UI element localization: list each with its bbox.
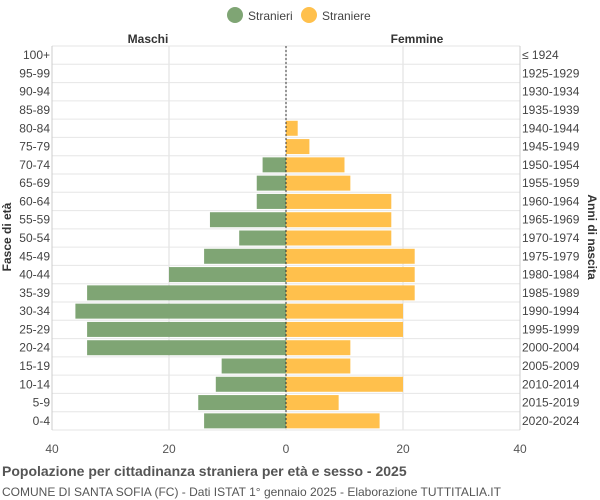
right-header: Femmine [391, 32, 444, 46]
birth-year-label: 2010-2014 [522, 377, 580, 391]
birth-year-label: 1940-1944 [522, 121, 580, 135]
bar-straniere-5-9 [286, 395, 339, 411]
bar-straniere-30-34 [286, 303, 403, 319]
bar-stranieri-10-14 [215, 376, 286, 392]
birth-year-label: 2015-2019 [522, 396, 580, 410]
bar-straniere-40-44 [286, 267, 415, 283]
age-group-label: 0-4 [33, 414, 51, 428]
age-group-label: 15-19 [19, 359, 50, 373]
bar-straniere-55-59 [286, 212, 392, 228]
bar-stranieri-70-74 [262, 157, 286, 173]
bar-stranieri-45-49 [204, 248, 286, 264]
birth-year-label: 1990-1994 [522, 304, 580, 318]
bar-stranieri-25-29 [87, 321, 286, 337]
left-header: Maschi [128, 32, 169, 46]
bar-stranieri-20-24 [87, 340, 286, 356]
age-group-label: 70-74 [19, 158, 50, 172]
age-group-label: 5-9 [33, 396, 51, 410]
birth-year-label: ≤ 1924 [522, 48, 559, 62]
bar-straniere-50-54 [286, 230, 392, 246]
bar-straniere-10-14 [286, 376, 403, 392]
bar-straniere-25-29 [286, 321, 403, 337]
age-group-label: 95-99 [19, 66, 50, 80]
x-tick-label: 40 [45, 442, 59, 456]
legend-label-stranieri: Stranieri [248, 9, 293, 23]
birth-year-label: 1930-1934 [522, 85, 580, 99]
legend-swatch-stranieri [227, 7, 243, 23]
chart-title: Popolazione per cittadinanza straniera p… [2, 463, 407, 479]
birth-year-label: 2000-2004 [522, 341, 580, 355]
bar-stranieri-65-69 [256, 175, 286, 191]
bar-stranieri-50-54 [239, 230, 286, 246]
x-tick-label: 20 [396, 442, 410, 456]
age-group-label: 40-44 [19, 268, 50, 282]
age-group-label: 20-24 [19, 341, 50, 355]
age-group-label: 80-84 [19, 121, 50, 135]
bar-straniere-80-84 [286, 120, 298, 136]
bar-straniere-0-4 [286, 413, 380, 429]
bar-stranieri-40-44 [169, 267, 286, 283]
birth-year-label: 1950-1954 [522, 158, 580, 172]
x-tick-label: 20 [162, 442, 176, 456]
bar-straniere-70-74 [286, 157, 345, 173]
age-group-label: 50-54 [19, 231, 50, 245]
labels: 40 20 0 20 40 100+ ≤ 1924 95-99 1925-1929 90-94 19… [19, 48, 579, 456]
bar-straniere-45-49 [286, 248, 415, 264]
bar-stranieri-5-9 [198, 395, 286, 411]
bar-stranieri-35-39 [87, 285, 286, 301]
bar-straniere-35-39 [286, 285, 415, 301]
birth-year-label: 1965-1969 [522, 213, 580, 227]
bar-straniere-15-19 [286, 358, 351, 374]
legend: Stranieri Straniere [227, 7, 371, 23]
birth-year-label: 1980-1984 [522, 268, 580, 282]
birth-year-label: 1935-1939 [522, 103, 580, 117]
birth-year-label: 1945-1949 [522, 140, 580, 154]
bar-straniere-60-64 [286, 193, 392, 209]
legend-label-straniere: Straniere [322, 9, 371, 23]
bar-straniere-75-79 [286, 139, 310, 155]
birth-year-label: 1975-1979 [522, 249, 580, 263]
legend-swatch-straniere [301, 7, 317, 23]
birth-year-label: 1995-1999 [522, 322, 580, 336]
age-group-label: 25-29 [19, 322, 50, 336]
chart-subtitle: COMUNE DI SANTA SOFIA (FC) - Dati ISTAT … [2, 485, 501, 499]
x-tick-label: 0 [283, 442, 290, 456]
birth-year-label: 1955-1959 [522, 176, 580, 190]
bar-straniere-20-24 [286, 340, 351, 356]
bar-stranieri-55-59 [209, 212, 286, 228]
y-axis-label-right: Anni di nascita [585, 194, 599, 280]
bar-stranieri-0-4 [204, 413, 286, 429]
age-group-label: 60-64 [19, 194, 50, 208]
bars [75, 46, 415, 430]
bar-stranieri-15-19 [221, 358, 286, 374]
age-group-label: 10-14 [19, 377, 50, 391]
age-group-label: 55-59 [19, 213, 50, 227]
birth-year-label: 1960-1964 [522, 194, 580, 208]
bar-stranieri-60-64 [256, 193, 286, 209]
birth-year-label: 2020-2024 [522, 414, 580, 428]
y-axis-label-left: Fasce di età [0, 202, 14, 271]
bar-stranieri-30-34 [75, 303, 287, 319]
age-group-label: 35-39 [19, 286, 50, 300]
birth-year-label: 1970-1974 [522, 231, 580, 245]
age-group-label: 45-49 [19, 249, 50, 263]
bar-straniere-65-69 [286, 175, 351, 191]
age-group-label: 65-69 [19, 176, 50, 190]
birth-year-label: 2005-2009 [522, 359, 580, 373]
x-tick-label: 40 [513, 442, 527, 456]
age-group-label: 85-89 [19, 103, 50, 117]
age-group-label: 75-79 [19, 140, 50, 154]
age-group-label: 30-34 [19, 304, 50, 318]
birth-year-label: 1985-1989 [522, 286, 580, 300]
birth-year-label: 1925-1929 [522, 66, 580, 80]
age-group-label: 100+ [23, 48, 50, 62]
age-group-label: 90-94 [19, 85, 50, 99]
